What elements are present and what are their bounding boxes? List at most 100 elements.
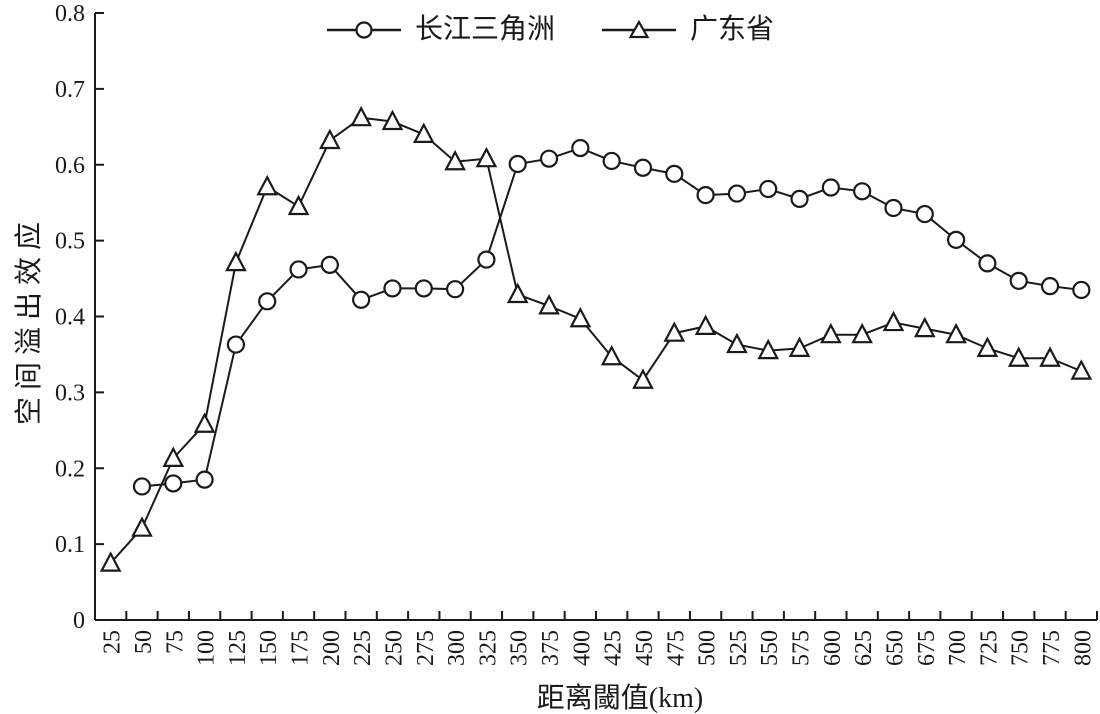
x-tick-label: 25 <box>100 630 126 654</box>
data-point-triangle <box>1070 359 1093 380</box>
y-tick-label: 0.8 <box>55 1 85 27</box>
data-point-triangle <box>694 314 717 335</box>
x-tick-label: 175 <box>288 630 314 666</box>
data-point-circle <box>915 204 934 224</box>
x-tick-label: 475 <box>663 630 689 666</box>
data-point-circle <box>132 477 152 496</box>
data-point-circle <box>696 186 715 205</box>
data-point-circle <box>352 290 371 309</box>
y-tick-label: 0.1 <box>55 532 85 558</box>
x-tick-label: 425 <box>601 630 627 666</box>
x-tick-label: 75 <box>162 630 188 654</box>
y-tick-label: 0.2 <box>55 456 85 482</box>
data-point-triangle <box>225 250 247 272</box>
data-point-circle <box>946 230 966 249</box>
x-tick-label: 325 <box>475 630 501 666</box>
data-point-triangle <box>506 282 529 304</box>
data-point-triangle <box>882 310 905 332</box>
data-point-triangle <box>788 336 811 357</box>
data-point-triangle <box>319 128 341 150</box>
data-point-circle <box>226 335 246 354</box>
x-tick-label: 250 <box>381 630 407 666</box>
data-point-triangle <box>757 338 780 360</box>
legend-item-guangdong: 广东省 <box>601 16 774 44</box>
data-point-circle <box>853 182 872 201</box>
data-point-triangle <box>444 149 466 171</box>
data-point-triangle <box>632 368 654 389</box>
data-point-triangle <box>131 516 153 537</box>
x-tick-label: 450 <box>632 630 658 666</box>
data-point-circle <box>477 250 496 269</box>
triangle-marker-icon <box>602 20 676 39</box>
data-point-circle <box>1040 277 1060 296</box>
data-point-triangle <box>945 322 967 344</box>
y-tick-label: 0.7 <box>55 77 85 103</box>
x-tick-label: 600 <box>820 630 846 666</box>
legend-label-yangtze-delta: 长江三角洲 <box>414 14 555 45</box>
data-point-circle <box>884 198 903 218</box>
data-point-triangle <box>193 412 216 433</box>
data-point-circle <box>508 154 527 174</box>
x-tick-label: 800 <box>1070 630 1096 666</box>
x-tick-label: 275 <box>413 630 439 666</box>
x-tick-label: 200 <box>319 630 345 666</box>
y-tick-label: 0.6 <box>55 153 85 179</box>
data-point-circle <box>665 164 684 183</box>
y-tick-label: 0.5 <box>55 229 85 255</box>
y-tick-label: 0.4 <box>55 305 85 331</box>
data-point-circle <box>1009 271 1028 290</box>
data-point-triangle <box>256 174 279 196</box>
data-point-triangle <box>381 109 404 131</box>
data-point-circle <box>320 255 339 275</box>
data-point-triangle <box>99 551 122 572</box>
data-point-circle <box>571 138 590 158</box>
x-tick-label: 500 <box>695 630 721 666</box>
x-tick-label: 375 <box>538 630 564 666</box>
legend-label-guangdong: 广东省 <box>690 14 775 45</box>
x-tick-label: 725 <box>976 630 1002 666</box>
x-tick-label: 400 <box>569 630 595 666</box>
data-point-circle <box>759 179 778 199</box>
x-tick-label: 225 <box>350 630 376 666</box>
data-point-circle <box>445 280 465 299</box>
series-line-0 <box>141 146 1082 488</box>
data-point-triangle <box>569 306 592 328</box>
data-point-circle <box>633 158 653 177</box>
x-tick-label: 625 <box>851 630 877 666</box>
data-point-circle <box>258 292 277 311</box>
x-tick-label: 300 <box>444 630 470 666</box>
data-point-circle <box>1072 280 1091 300</box>
y-tick-label: 0 <box>73 608 85 634</box>
data-point-triangle <box>350 105 372 127</box>
data-point-triangle <box>976 336 999 357</box>
data-point-circle <box>164 474 183 493</box>
data-point-triangle <box>1039 346 1061 367</box>
data-point-circle <box>539 149 559 168</box>
x-tick-label: 350 <box>507 630 533 666</box>
x-tick-label: 100 <box>194 630 220 666</box>
data-point-circle <box>383 279 402 298</box>
data-point-circle <box>790 189 809 208</box>
data-point-circle <box>727 184 747 203</box>
x-tick-label: 150 <box>256 630 282 666</box>
legend-item-yangtze-delta: 长江三角洲 <box>326 16 555 44</box>
x-tick-label: 125 <box>225 630 251 666</box>
x-tick-label: 650 <box>882 630 908 666</box>
data-point-triangle <box>538 294 560 315</box>
data-point-triangle <box>600 344 623 366</box>
x-tick-label: 775 <box>1039 630 1065 666</box>
x-tick-label: 750 <box>1008 630 1034 666</box>
data-point-triangle <box>475 146 498 168</box>
x-tick-label: 550 <box>757 630 783 666</box>
data-point-circle <box>602 151 621 171</box>
data-point-circle <box>821 178 840 197</box>
x-tick-label: 700 <box>945 630 971 666</box>
x-tick-label: 575 <box>789 630 815 666</box>
data-point-circle <box>978 254 997 273</box>
data-point-triangle <box>287 194 310 216</box>
circle-marker-icon <box>326 21 401 39</box>
x-axis-title: 距离閾值(km) <box>536 683 704 714</box>
legend: 长江三角洲 广东省 <box>326 16 774 44</box>
